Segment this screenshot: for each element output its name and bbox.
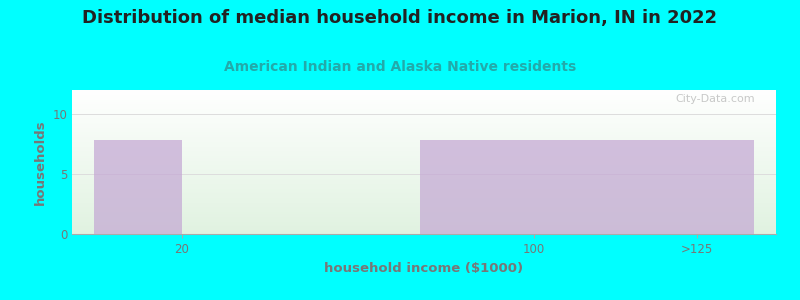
Text: City-Data.com: City-Data.com [675,94,755,104]
Y-axis label: households: households [34,119,46,205]
Text: Distribution of median household income in Marion, IN in 2022: Distribution of median household income … [82,9,718,27]
Bar [94,140,182,234]
Text: American Indian and Alaska Native residents: American Indian and Alaska Native reside… [224,60,576,74]
X-axis label: household income ($1000): household income ($1000) [325,262,523,275]
Bar [420,140,754,234]
